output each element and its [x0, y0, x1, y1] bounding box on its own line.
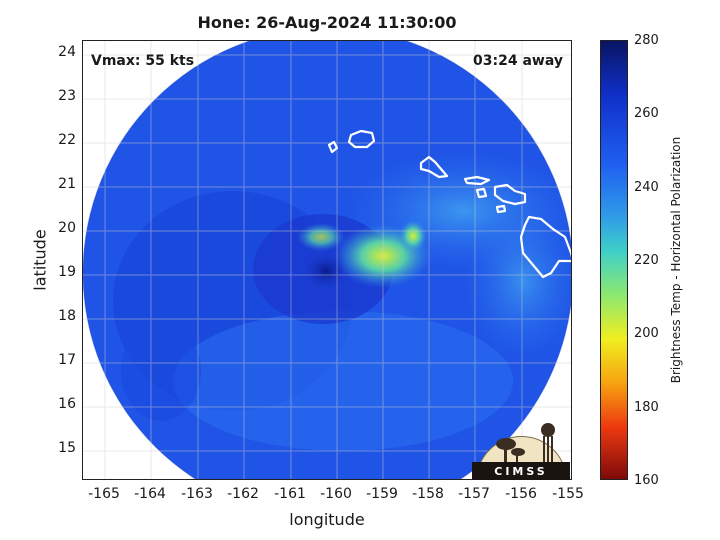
- cimss-logo-graphic: CIMSS: [472, 423, 570, 480]
- y-axis-label: latitude: [30, 229, 50, 291]
- oahu-coastline: [419, 155, 449, 179]
- y-tick-label: 24: [58, 44, 76, 60]
- x-axis-label: longitude: [289, 510, 365, 529]
- y-tick-label: 20: [58, 220, 76, 236]
- colorbar-tick-label: 160: [634, 473, 659, 488]
- colorbar-tick-label: 280: [634, 33, 659, 48]
- cimss-logo-text: CIMSS: [494, 465, 547, 478]
- colorbar-tick-label: 220: [634, 253, 659, 268]
- colorbar-label: Brightness Temp - Horizontal Polarizatio…: [669, 136, 683, 384]
- y-tick-label: 22: [58, 132, 76, 148]
- x-tick-label: -159: [366, 486, 398, 502]
- time-away-label: 03:24 away: [473, 53, 563, 69]
- cimss-logo: CIMSS: [470, 410, 570, 480]
- kahoolawe-coastline: [495, 204, 507, 214]
- y-tick-label: 23: [58, 88, 76, 104]
- chart-title: Hone: 26-Aug-2024 11:30:00: [197, 13, 457, 32]
- colorbar-tick-label: 240: [634, 180, 659, 195]
- x-tick-label: -165: [88, 486, 120, 502]
- x-tick-label: -161: [274, 486, 306, 502]
- x-tick-label: -158: [412, 486, 444, 502]
- big-island-coastline: [519, 215, 571, 279]
- x-tick-label: -157: [458, 486, 490, 502]
- molokai-coastline: [463, 175, 491, 186]
- lanai-coastline: [475, 187, 488, 199]
- x-tick-label: -164: [134, 486, 166, 502]
- y-tick-label: 19: [58, 264, 76, 280]
- colorbar: [600, 40, 628, 480]
- y-tick-label: 15: [58, 440, 76, 456]
- maui-coastline: [493, 183, 527, 206]
- x-tick-label: -162: [227, 486, 259, 502]
- colorbar-tick-label: 200: [634, 326, 659, 341]
- y-tick-label: 17: [58, 352, 76, 368]
- x-tick-label: -155: [552, 486, 584, 502]
- x-tick-label: -156: [505, 486, 537, 502]
- satellite-swath: [83, 41, 571, 479]
- niihau-coastline: [327, 140, 339, 154]
- plot-area: Vmax: 55 kts 03:24 away: [82, 40, 572, 480]
- grid-lines: [83, 41, 571, 479]
- x-tick-label: -163: [181, 486, 213, 502]
- y-tick-label: 16: [58, 396, 76, 412]
- colorbar-tick-label: 260: [634, 106, 659, 121]
- y-tick-label: 18: [58, 308, 76, 324]
- map-canvas: [83, 41, 571, 479]
- kauai-coastline: [347, 129, 376, 149]
- colorbar-tick-label: 180: [634, 400, 659, 415]
- vmax-label: Vmax: 55 kts: [91, 53, 195, 69]
- y-tick-label: 21: [58, 176, 76, 192]
- coastlines-hawaii: [327, 129, 571, 279]
- x-tick-label: -160: [320, 486, 352, 502]
